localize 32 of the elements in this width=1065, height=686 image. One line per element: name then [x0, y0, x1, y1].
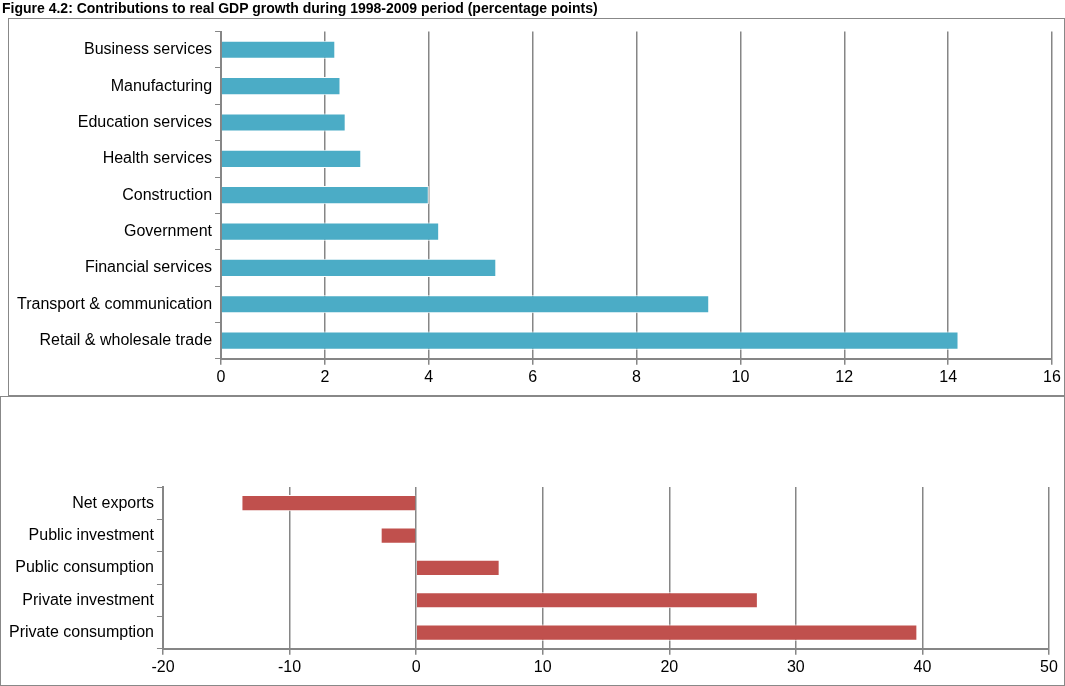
- y-tick-label: Manufacturing: [110, 76, 213, 94]
- x-tick-label: 0: [216, 367, 226, 385]
- y-tick-label: Education services: [77, 112, 213, 130]
- y-tick-label: Public consumption: [15, 558, 154, 576]
- x-tick-label: 10: [533, 657, 552, 675]
- x-tick-label: 8: [632, 367, 642, 385]
- y-tick-label: Net exports: [72, 493, 154, 511]
- x-tick-label: 16: [1043, 367, 1061, 385]
- x-tick-label: 6: [528, 367, 538, 385]
- x-tick-label: 10: [731, 367, 750, 385]
- x-tick-label: 20: [660, 657, 679, 675]
- x-tick-label: 4: [424, 367, 434, 385]
- x-tick-label: -10: [277, 657, 302, 675]
- y-tick-label: Financial services: [84, 258, 213, 276]
- chart-title: Figure 4.2: Contributions to real GDP growth during 1998-2009 period (percentage points): [1, 0, 599, 18]
- y-tick-label: Private investment: [22, 590, 155, 608]
- x-tick-label: 50: [1040, 657, 1058, 675]
- y-tick-label: Private consumption: [8, 623, 154, 641]
- y-tick-label: Health services: [102, 149, 213, 167]
- x-tick-label: -20: [151, 657, 175, 675]
- y-tick-label: Business services: [83, 40, 213, 58]
- y-tick-label: Public investment: [28, 525, 155, 543]
- y-tick-label: Retail & wholesale trade: [39, 331, 213, 349]
- x-tick-label: 30: [786, 657, 805, 675]
- x-tick-label: 14: [939, 367, 958, 385]
- x-tick-label: 12: [835, 367, 854, 385]
- y-tick-label: Construction: [122, 185, 213, 203]
- y-tick-label: Government: [123, 221, 213, 239]
- x-tick-label: 2: [320, 367, 330, 385]
- x-tick-label: 40: [913, 657, 932, 675]
- x-tick-label: 0: [411, 657, 421, 675]
- y-tick-label: Transport & communication: [16, 294, 213, 312]
